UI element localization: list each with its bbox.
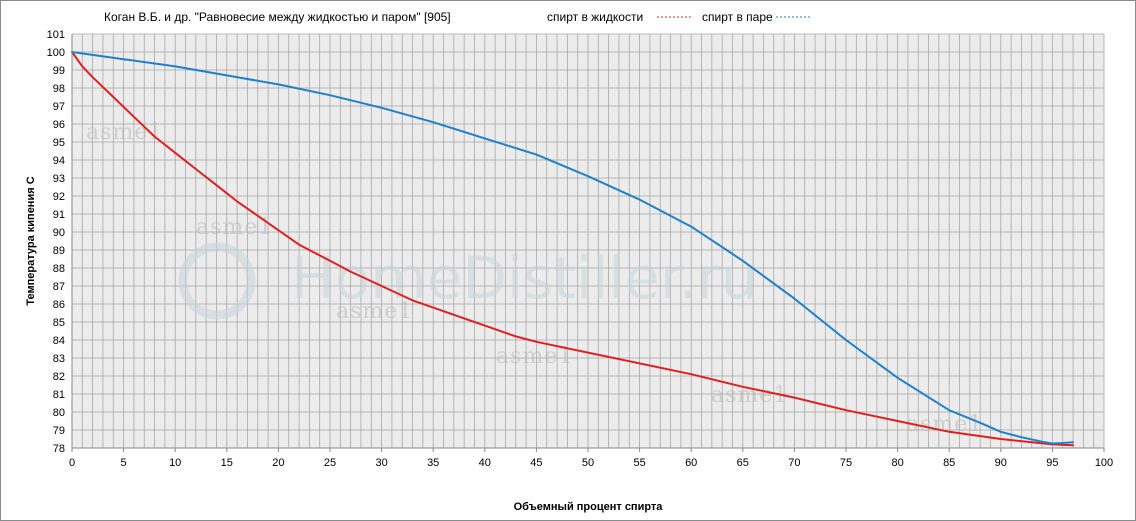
y-tick-label: 95	[53, 137, 65, 149]
y-tick-label: 98	[53, 83, 65, 95]
y-tick-label: 83	[53, 353, 65, 365]
y-tick-labels: 78 79 80 81 82 83 84 85 86 87 88 89 90 91 92 93 94 95 96 97…	[47, 29, 65, 455]
x-tick-label: 80	[891, 457, 903, 469]
x-tick-label: 40	[479, 457, 491, 469]
y-tick-label: 88	[53, 263, 65, 275]
watermark-asme1: asme1	[711, 383, 788, 408]
x-tick-label: 85	[943, 457, 955, 469]
y-tick-label: 85	[53, 317, 65, 329]
y-tick-label: 84	[53, 335, 65, 347]
x-tick-label: 65	[737, 457, 749, 469]
watermark-asme1: asme1	[196, 215, 273, 240]
legend-label-liquid: спирт в жидкости	[547, 10, 643, 24]
watermark-homedistiller: HomeDistiller.ru	[291, 244, 758, 312]
series-line-liquid	[71, 51, 1074, 447]
chart-title: Коган В.Б. и др. "Равновесие между жидко…	[104, 10, 451, 24]
y-tick-label: 79	[53, 425, 65, 437]
x-tick-label: 50	[582, 457, 594, 469]
y-tick-label: 86	[53, 299, 65, 311]
watermark-asme1: asme1	[336, 299, 413, 324]
y-tick-label: 92	[53, 191, 65, 203]
y-tick-label: 78	[53, 443, 65, 455]
y-axis-title: Температура кипения С	[25, 176, 37, 305]
x-tick-label: 75	[840, 457, 852, 469]
y-tick-label: 80	[53, 407, 65, 419]
series-line-vapor	[71, 51, 1074, 445]
x-tick-label: 55	[633, 457, 645, 469]
y-tick-label: 97	[53, 101, 65, 113]
y-tick-label: 87	[53, 281, 65, 293]
x-tick-label: 90	[995, 457, 1007, 469]
x-tick-label: 60	[685, 457, 697, 469]
x-tick-label: 45	[530, 457, 542, 469]
x-tick-label: 100	[1095, 457, 1113, 469]
watermarks: HomeDistiller.ru asme1 asme1 asme1 asme1…	[86, 120, 982, 437]
y-tick-label: 96	[53, 119, 65, 131]
x-tick-label: 15	[221, 457, 233, 469]
y-tick-label: 90	[53, 227, 65, 239]
legend-label-vapor: спирт в паре	[702, 10, 773, 24]
x-tick-label: 25	[324, 457, 336, 469]
y-tick-label: 99	[53, 65, 65, 77]
y-tick-label: 101	[47, 29, 65, 41]
series-layer	[71, 51, 1074, 447]
y-tick-label: 81	[53, 389, 65, 401]
y-tick-label: 93	[53, 173, 65, 185]
y-tick-label: 89	[53, 245, 65, 257]
y-tick-label: 94	[53, 155, 65, 167]
y-tick-label: 91	[53, 209, 65, 221]
x-tick-label: 35	[427, 457, 439, 469]
x-tick-label: 20	[272, 457, 284, 469]
x-tick-label: 5	[121, 457, 127, 469]
watermark-logo-icon	[178, 242, 256, 320]
grid	[72, 33, 1105, 449]
x-tick-label: 10	[169, 457, 181, 469]
x-tick-label: 0	[69, 457, 75, 469]
x-axis-title: Объемный процент спирта	[514, 501, 664, 513]
y-tick-label: 82	[53, 371, 65, 383]
y-tick-label: 100	[47, 47, 65, 59]
watermark-asme1: asme1	[496, 344, 573, 369]
x-tick-label: 70	[788, 457, 800, 469]
x-tick-labels: 0 5 10 15 20 25 30 35 40 45 50 55 60 65 70 75 80 85 90 95 10…	[69, 448, 1113, 469]
x-tick-label: 30	[375, 457, 387, 469]
x-tick-label: 95	[1046, 457, 1058, 469]
